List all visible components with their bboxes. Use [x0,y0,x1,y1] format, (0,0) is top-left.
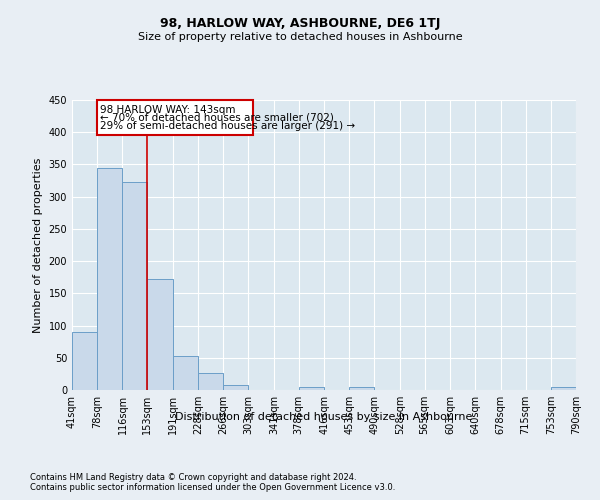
Text: 29% of semi-detached houses are larger (291) →: 29% of semi-detached houses are larger (… [100,120,355,130]
Y-axis label: Number of detached properties: Number of detached properties [33,158,43,332]
FancyBboxPatch shape [97,100,253,136]
Text: Size of property relative to detached houses in Ashbourne: Size of property relative to detached ho… [137,32,463,42]
Bar [551,388,576,390]
Bar [72,332,97,390]
Text: ← 70% of detached houses are smaller (702): ← 70% of detached houses are smaller (70… [100,113,334,123]
Text: Contains HM Land Registry data © Crown copyright and database right 2024.: Contains HM Land Registry data © Crown c… [30,472,356,482]
Text: Contains public sector information licensed under the Open Government Licence v3: Contains public sector information licen… [30,482,395,492]
Bar [223,385,248,390]
Bar [299,388,325,390]
Bar [198,372,223,390]
Bar [148,278,173,390]
Bar [173,356,198,390]
Bar [122,182,148,390]
Text: 98 HARLOW WAY: 143sqm: 98 HARLOW WAY: 143sqm [100,105,235,115]
Text: 98, HARLOW WAY, ASHBOURNE, DE6 1TJ: 98, HARLOW WAY, ASHBOURNE, DE6 1TJ [160,18,440,30]
Bar [349,388,374,390]
Text: Distribution of detached houses by size in Ashbourne: Distribution of detached houses by size … [175,412,473,422]
Bar [97,168,122,390]
